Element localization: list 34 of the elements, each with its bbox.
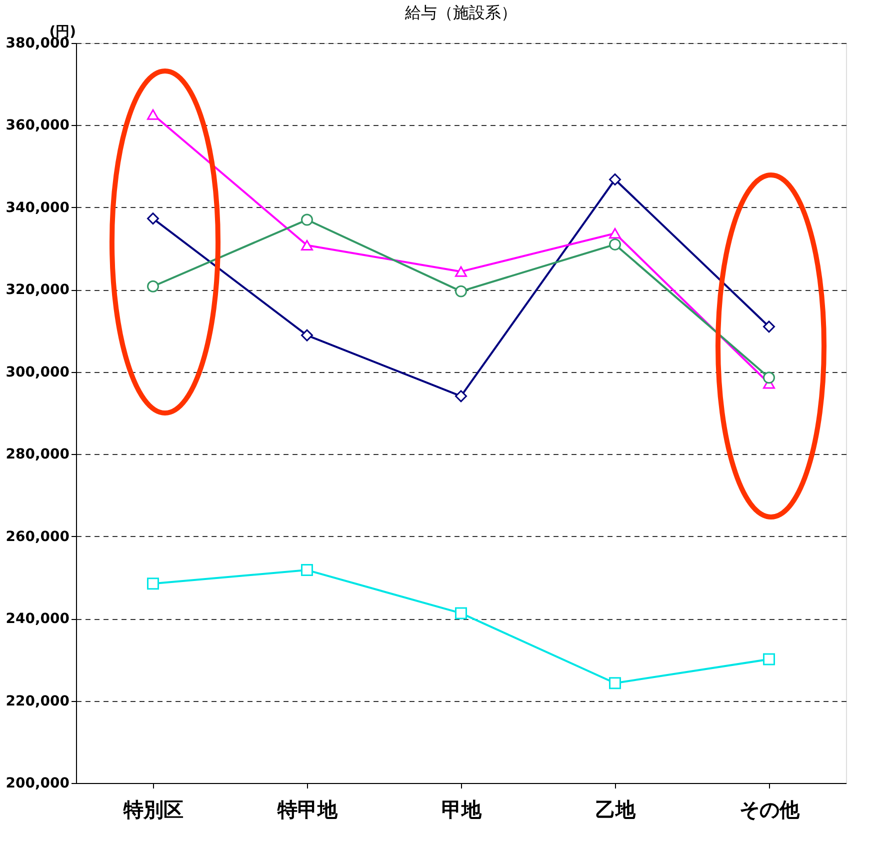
x-tick-label: 甲地 bbox=[442, 798, 482, 822]
point bbox=[147, 280, 159, 292]
point bbox=[301, 329, 313, 342]
x-tick-label: 特甲地 bbox=[276, 798, 338, 822]
x-tick-label: 乙地 bbox=[596, 798, 636, 822]
y-tick-label: 280,000 bbox=[6, 446, 70, 463]
point bbox=[609, 677, 621, 690]
point bbox=[763, 320, 775, 333]
y-tick-label: 200,000 bbox=[6, 776, 70, 792]
y-tick-label: 240,000 bbox=[6, 611, 70, 628]
point bbox=[763, 653, 775, 666]
y-tick-label: 300,000 bbox=[6, 364, 70, 380]
point bbox=[301, 214, 313, 226]
point bbox=[455, 285, 467, 298]
point bbox=[301, 240, 313, 251]
point bbox=[455, 390, 467, 402]
point bbox=[147, 212, 159, 225]
y-tick-label: 320,000 bbox=[6, 282, 70, 298]
point bbox=[609, 228, 621, 239]
point bbox=[147, 109, 159, 120]
point bbox=[147, 578, 159, 590]
point bbox=[301, 564, 313, 576]
chart-title: 給与（施設系） bbox=[404, 3, 517, 22]
y-tick-label: 340,000 bbox=[6, 200, 70, 216]
point bbox=[763, 372, 775, 384]
y-tick-label: 360,000 bbox=[6, 118, 70, 134]
point bbox=[455, 266, 467, 277]
point bbox=[609, 173, 621, 186]
x-tick-label: その他 bbox=[740, 798, 800, 822]
point bbox=[609, 238, 621, 250]
point bbox=[455, 607, 467, 620]
y-tick-label: 260,000 bbox=[6, 528, 70, 545]
x-tick-label: 特別区 bbox=[122, 798, 184, 822]
y-tick-label: 220,000 bbox=[6, 693, 70, 710]
